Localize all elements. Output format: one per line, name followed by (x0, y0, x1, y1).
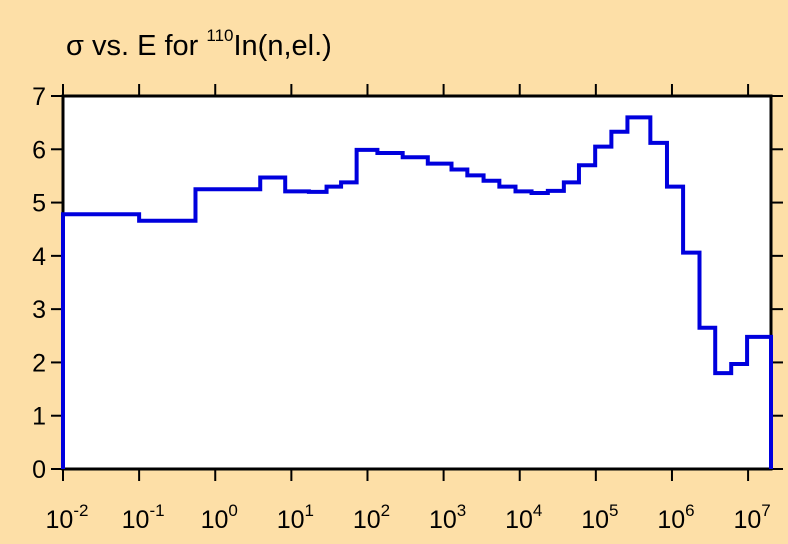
x-tick-label: 105 (581, 501, 618, 534)
x-axis-labels: 10-2 10-1 100 101 102 103 104 105 106 107 (46, 501, 771, 534)
y-tick-label: 3 (32, 296, 46, 324)
y-tick-label: 2 (32, 349, 46, 377)
x-tick-label: 101 (277, 501, 314, 534)
x-tick-label: 106 (657, 501, 694, 534)
title-superscript: 110 (206, 26, 233, 45)
y-tick-label: 1 (32, 403, 46, 431)
plot-area (61, 94, 773, 471)
y-tick-label: 7 (32, 83, 46, 111)
y-tick-label: 4 (32, 243, 46, 271)
x-tick-label: 102 (353, 501, 390, 534)
x-tick-label: 10-1 (122, 501, 165, 534)
x-tick-label: 100 (201, 501, 238, 534)
x-tick-label: 103 (429, 501, 466, 534)
y-tick-label: 0 (32, 456, 46, 484)
y-tick-label: 6 (32, 136, 46, 164)
x-tick-label: 10-2 (46, 501, 89, 534)
x-tick-label: 107 (733, 501, 770, 534)
y-tick-label: 5 (32, 190, 46, 218)
series-layer (61, 115, 773, 469)
chart-title: σ vs. E for 110In(n,el.) (66, 26, 332, 62)
y-axis-labels: 0 1 2 3 4 5 6 7 (32, 83, 46, 484)
series-line (61, 115, 773, 469)
x-tick-label: 104 (505, 501, 542, 534)
